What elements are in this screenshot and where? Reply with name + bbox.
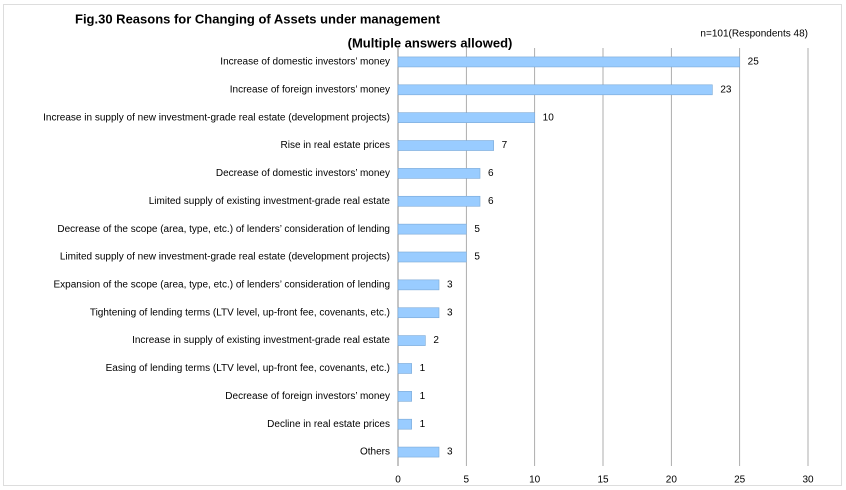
value-label: 6 — [488, 168, 494, 179]
bar — [397, 56, 740, 68]
bar — [397, 223, 467, 235]
y-tick-label: Decrease of foreign investors’ money — [225, 391, 390, 402]
bar — [397, 112, 535, 123]
value-label: 6 — [488, 196, 494, 207]
y-tick-label: Rise in real estate prices — [281, 140, 391, 151]
value-label: 25 — [748, 57, 760, 68]
y-tick-label: Expansion of the scope (area, type, etc.… — [54, 280, 391, 291]
value-label: 1 — [420, 363, 426, 374]
y-tick-label: Tightening of lending terms (LTV level, … — [90, 307, 390, 318]
value-label: 3 — [447, 447, 453, 458]
value-label: 3 — [447, 280, 453, 291]
annotation: n=101(Respondents 48) — [700, 29, 808, 40]
y-tick-label: Limited supply of new investment-grade r… — [60, 252, 390, 263]
x-tick-label: 15 — [597, 475, 609, 486]
bar — [397, 391, 412, 402]
y-tick-label: Increase of foreign investors’ money — [230, 84, 390, 95]
bar — [397, 446, 440, 458]
y-tick-label: Increase in supply of existing investmen… — [132, 335, 390, 346]
chart-subtitle: (Multiple answers allowed) — [348, 35, 513, 50]
bar — [397, 363, 412, 374]
bar — [397, 168, 481, 179]
y-tick-label: Decline in real estate prices — [267, 419, 390, 430]
x-tick-label: 10 — [529, 475, 541, 486]
frame — [3, 4, 842, 486]
bar — [397, 307, 440, 319]
value-label: 5 — [474, 224, 480, 235]
x-tick-label: 25 — [734, 475, 746, 486]
x-tick-label: 0 — [395, 475, 401, 486]
x-tick-label: 20 — [666, 475, 678, 486]
y-tick-label: Increase of domestic investors’ money — [220, 57, 390, 68]
y-tick-label: Decrease of domestic investors’ money — [216, 168, 390, 179]
y-tick-label: Decrease of the scope (area, type, etc.)… — [57, 224, 390, 235]
value-label: 23 — [720, 84, 732, 95]
chart-title: Fig.30 Reasons for Changing of Assets un… — [75, 11, 441, 26]
value-label: 10 — [543, 112, 555, 123]
bar — [397, 335, 426, 346]
value-label: 2 — [433, 335, 439, 346]
x-tick-label: 30 — [802, 475, 814, 486]
value-label: 1 — [420, 391, 426, 402]
value-label: 1 — [420, 419, 426, 430]
y-tick-label: Increase in supply of new investment-gra… — [43, 112, 390, 123]
y-tick-label: Others — [360, 447, 390, 458]
y-tick-label: Limited supply of existing investment-gr… — [149, 196, 391, 207]
bar — [397, 195, 481, 207]
bar — [397, 140, 494, 151]
value-label: 3 — [447, 307, 453, 318]
bar — [397, 279, 440, 291]
x-tick-label: 5 — [464, 475, 470, 486]
y-tick-label: Easing of lending terms (LTV level, up-f… — [106, 363, 390, 374]
bar — [397, 418, 412, 430]
value-label: 7 — [502, 140, 508, 151]
value-label: 5 — [474, 252, 480, 263]
bar — [397, 84, 713, 96]
bar — [397, 251, 467, 263]
